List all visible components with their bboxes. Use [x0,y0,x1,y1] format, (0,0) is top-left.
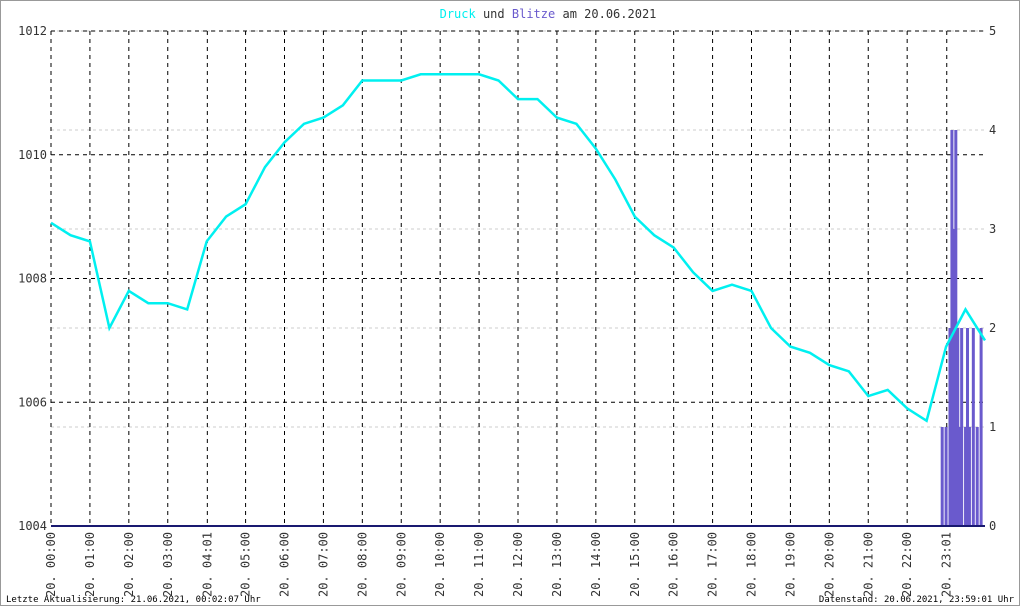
x-tick-label: 20. 19:00 [783,532,797,597]
lightning-bar [975,427,979,526]
lightning-bar [952,229,956,526]
x-tick-label: 20. 18:00 [745,532,759,597]
footer-left: Letzte Aktualisierung: 21.06.2021, 00:02… [6,595,261,605]
lightning-bar [940,427,944,526]
x-tick-label: 20. 08:00 [355,532,369,597]
lightning-bar [967,427,971,526]
y2-tick-label: 1 [989,420,996,434]
lightning-bar [948,328,952,526]
x-tick-label: 20. 11:00 [472,532,486,597]
x-tick-label: 20. 13:00 [550,532,564,597]
x-tick-label: 20. 22:00 [900,532,914,597]
y-tick-label: 1004 [18,519,47,533]
x-tick-label: 20. 16:00 [667,532,681,597]
lightning-bar [956,328,960,526]
lightning-bar [958,427,962,526]
x-tick-label: 20. 03:00 [161,532,175,597]
y2-tick-label: 0 [989,519,996,533]
x-tick-label: 20. 01:00 [83,532,97,597]
lightning-bar [965,328,969,526]
lightning-bar [950,130,954,526]
x-tick-label: 20. 02:00 [122,532,136,597]
x-tick-label: 20. 07:00 [316,532,330,597]
y2-tick-label: 4 [989,123,996,137]
lightning-bar [960,328,964,526]
x-tick-label: 20. 10:00 [433,532,447,597]
lightning-bar [971,328,975,526]
y-tick-label: 1008 [18,272,47,286]
y-tick-label: 1010 [18,148,47,162]
y2-tick-label: 3 [989,222,996,236]
x-tick-label: 20. 05:00 [239,532,253,597]
x-tick-label: 20. 14:00 [589,532,603,597]
title-series-1: Druck [440,7,477,21]
x-tick-label: 20. 00:00 [44,532,58,597]
pressure-line [50,73,987,423]
x-tick-label: 20. 04:01 [200,532,214,597]
x-tick-label: 20. 09:00 [394,532,408,597]
x-tick-label: 20. 21:00 [861,532,875,597]
lightning-bar [944,427,948,526]
y2-tick-label: 5 [989,24,996,38]
y2-tick-label: 2 [989,321,996,335]
y-tick-label: 1006 [18,395,47,409]
lightning-bar [964,427,968,526]
x-tick-label: 20. 06:00 [278,532,292,597]
title-date: am 20.06.2021 [562,7,656,21]
x-tick-label: 20. 15:00 [628,532,642,597]
title-connector: und [483,7,505,21]
x-tick-label: 20. 12:00 [511,532,525,597]
x-tick-label: 20. 17:00 [706,532,720,597]
chart-title: Druck und Blitze am 20.06.2021 [440,7,657,21]
x-tick-label: 20. 23:01 [940,532,954,597]
x-tick-label: 20. 20:00 [822,532,836,597]
title-series-2: Blitze [512,7,555,21]
y-tick-label: 1012 [18,24,47,38]
lightning-bar [979,328,983,526]
footer-right: Datenstand: 20.06.2021, 23:59:01 Uhr [819,595,1015,605]
